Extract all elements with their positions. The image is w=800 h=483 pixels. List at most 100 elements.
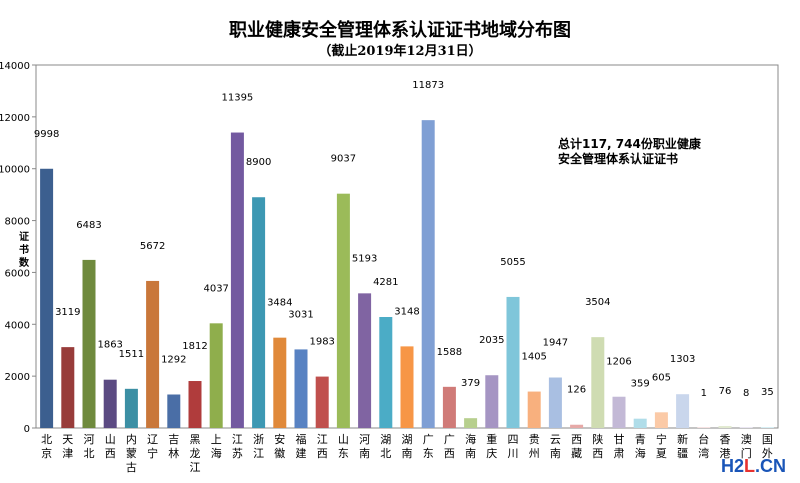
category-label: 西藏	[571, 433, 582, 460]
bar-28	[633, 418, 647, 428]
data-label: 4281	[373, 277, 398, 288]
bar-29	[654, 412, 668, 428]
bar-8	[209, 323, 223, 428]
category-label: 内蒙古	[126, 432, 137, 474]
data-label: 126	[567, 385, 586, 396]
data-label: 1405	[521, 352, 546, 363]
data-label: 1947	[543, 338, 568, 349]
y-tick-label: 12000	[0, 113, 30, 124]
bar-25	[570, 424, 584, 428]
bar-1	[61, 347, 75, 428]
data-label: 5672	[140, 241, 165, 252]
category-label: 黑龙江	[190, 433, 201, 474]
bar-14	[336, 193, 350, 428]
category-label: 河北	[84, 433, 95, 460]
data-label: 1812	[182, 341, 207, 352]
category-label: 新疆	[677, 432, 688, 460]
bar-27	[612, 396, 626, 428]
data-label: 2035	[479, 335, 504, 346]
data-label: 605	[652, 372, 671, 383]
data-label: 35	[761, 387, 774, 398]
data-label: 1588	[437, 347, 462, 358]
category-label: 广西	[444, 433, 455, 460]
data-label: 8	[743, 388, 749, 399]
y-tick-label: 0	[24, 424, 30, 435]
bar-10	[252, 197, 266, 428]
y-tick-label: 8000	[5, 217, 30, 228]
category-label: 湖南	[402, 433, 413, 460]
data-label: 3148	[394, 306, 419, 317]
data-label: 1511	[119, 349, 144, 360]
category-label: 广东	[423, 433, 434, 460]
category-label: 台湾	[698, 432, 709, 460]
category-label: 香港	[720, 433, 731, 460]
bar-9	[230, 132, 244, 428]
data-label: 1	[701, 388, 707, 399]
category-label: 青海	[635, 433, 646, 460]
bar-4	[124, 388, 138, 428]
y-tick-label: 2000	[5, 372, 30, 383]
data-label: 11395	[221, 93, 253, 104]
category-label: 上海	[211, 433, 222, 460]
category-label: 澳门	[741, 433, 752, 460]
bar-31	[697, 427, 711, 428]
bar-2	[82, 259, 96, 428]
bar-15	[358, 293, 372, 428]
data-label: 1292	[161, 355, 186, 366]
bar-11	[273, 337, 287, 428]
bar-23	[527, 391, 541, 428]
category-label: 湖北	[380, 433, 391, 460]
plot-area: 0 2000 4000 6000 8000 10000 12000 14000 证书数 9998 北…	[0, 61, 779, 474]
bar-22	[506, 296, 520, 428]
data-label: 8900	[246, 157, 271, 168]
watermark-logo: H2L.CN	[721, 456, 786, 477]
category-label: 江西	[317, 433, 328, 460]
category-label: 山西	[105, 433, 116, 460]
y-tick-label: 4000	[5, 320, 30, 331]
category-label: 重庆	[486, 432, 497, 460]
category-label: 天津	[62, 433, 73, 460]
category-label: 国外	[762, 433, 773, 460]
chart-title: 职业健康安全管理体系认证证书地域分布图	[229, 19, 571, 41]
category-label: 安徽	[274, 432, 285, 460]
bar-24	[548, 377, 562, 428]
annotation-line: 安全管理体系认证证书	[558, 151, 678, 166]
chart-subtitle: （截止2019年12月31日）	[318, 43, 481, 59]
watermark-part2: L	[744, 456, 755, 476]
category-label: 江苏	[232, 433, 243, 460]
category-label: 福建	[296, 432, 307, 460]
category-label: 云南	[550, 433, 561, 460]
data-label: 11873	[412, 80, 444, 91]
data-label: 76	[719, 386, 732, 397]
category-label: 浙江	[253, 433, 264, 460]
bar-18	[421, 120, 435, 428]
category-label: 贵州	[529, 433, 540, 460]
y-tick-label: 10000	[0, 165, 30, 176]
bar-34	[760, 427, 774, 428]
data-label: 1303	[670, 354, 695, 365]
bar-26	[591, 337, 605, 428]
bar-12	[294, 349, 308, 428]
data-label: 3484	[267, 298, 292, 309]
category-label: 山东	[338, 433, 349, 460]
category-label: 甘肃	[614, 433, 625, 460]
data-label: 6483	[76, 220, 101, 231]
data-label: 1206	[606, 357, 631, 368]
watermark-part3: .CN	[755, 456, 786, 476]
bar-33	[739, 427, 753, 428]
data-label: 5055	[500, 257, 525, 268]
data-label: 3119	[55, 307, 80, 318]
data-label: 9037	[331, 154, 356, 165]
data-label: 3504	[585, 297, 610, 308]
y-tick-label: 6000	[5, 268, 30, 279]
category-label: 北京	[41, 433, 52, 460]
data-label: 1983	[309, 337, 334, 348]
bar-17	[400, 346, 414, 428]
bar-19	[442, 386, 456, 428]
bar-3	[103, 379, 117, 428]
bar-7	[188, 381, 202, 428]
category-label: 吉林	[168, 433, 179, 460]
watermark-part1: H2	[720, 456, 744, 476]
